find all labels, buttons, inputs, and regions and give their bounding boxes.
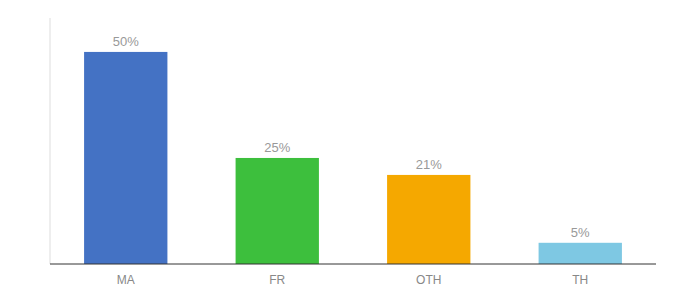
bar bbox=[387, 175, 470, 264]
data-label: 21% bbox=[416, 157, 442, 172]
x-tick-label: MA bbox=[117, 273, 135, 287]
bar bbox=[236, 158, 319, 264]
data-label: 25% bbox=[264, 140, 290, 155]
bar bbox=[539, 243, 622, 264]
page: {"chart_data": {"type": "bar", "categori… bbox=[0, 0, 680, 300]
data-label: 50% bbox=[113, 34, 139, 49]
bars bbox=[84, 52, 622, 264]
y-axis-line bbox=[50, 18, 51, 264]
data-label: 5% bbox=[571, 225, 590, 240]
x-tick-label: FR bbox=[269, 273, 285, 287]
x-tick-label: OTH bbox=[416, 273, 441, 287]
x-axis-line bbox=[50, 264, 656, 265]
bar bbox=[84, 52, 167, 264]
chart-container: MA FR OTH TH 50% 25% 21% 5% bbox=[0, 0, 680, 300]
x-tick-label: TH bbox=[572, 273, 588, 287]
chart-svg: MA FR OTH TH 50% 25% 21% 5% bbox=[0, 0, 680, 300]
